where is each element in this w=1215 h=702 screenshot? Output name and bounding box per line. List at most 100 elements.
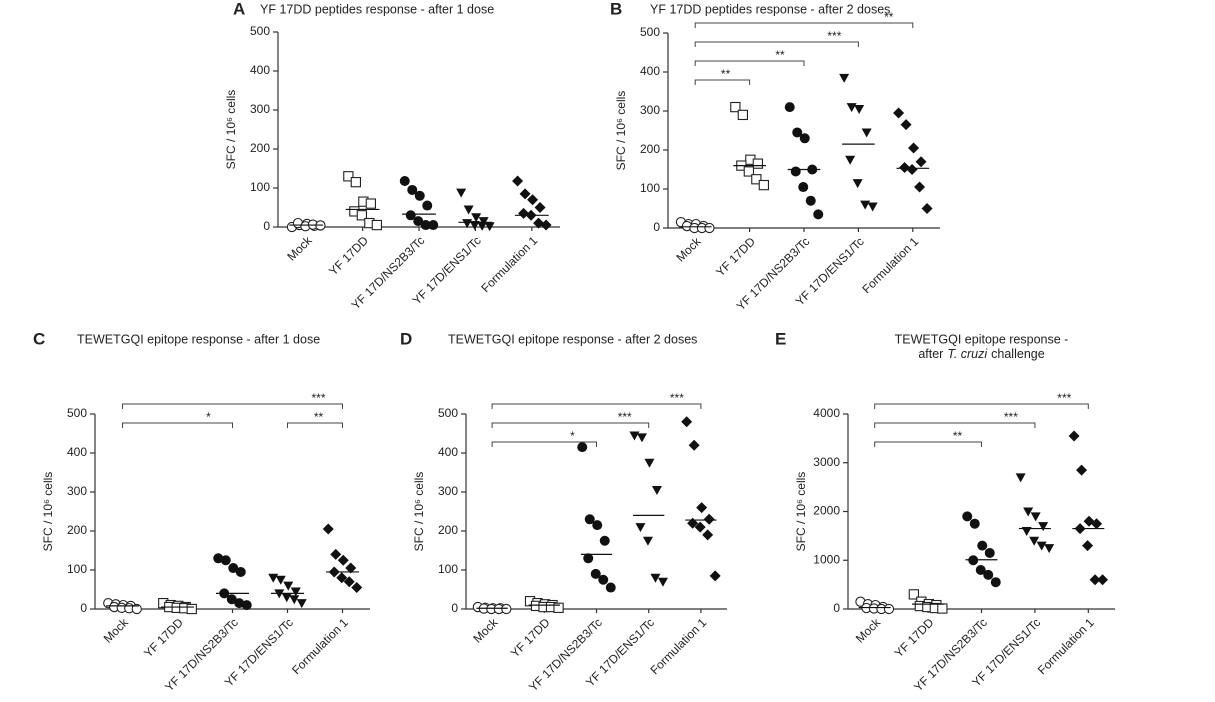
- significance-bracket: [694, 41, 859, 47]
- y-tick-label: 0: [263, 219, 270, 233]
- dot: [845, 155, 856, 165]
- dot: [371, 219, 382, 231]
- dot: [854, 105, 865, 115]
- significance-label: **: [953, 429, 963, 443]
- dot: [131, 603, 142, 615]
- y-tick-label: 3000: [813, 455, 840, 469]
- dot: [969, 518, 980, 529]
- significance-bracket: [122, 422, 233, 428]
- panel: E TEWETGQI epitope response -after T. cruz…: [775, 329, 1115, 694]
- y-tick-label: 4000: [813, 406, 840, 420]
- dot: [289, 595, 300, 605]
- dot: [428, 220, 439, 231]
- dot: [456, 188, 467, 198]
- dot: [635, 523, 646, 533]
- dot: [577, 442, 588, 453]
- dot: [730, 101, 741, 113]
- y-tick-label: 500: [67, 406, 87, 420]
- dot: [268, 573, 279, 583]
- significance-bracket: [874, 422, 1036, 428]
- dot: [477, 221, 488, 231]
- dot: [644, 458, 655, 468]
- x-tick-label: YF 17DD: [141, 615, 186, 660]
- dot: [540, 219, 552, 231]
- dot: [1036, 541, 1047, 551]
- y-axis-label: SFC / 10⁶ cells: [41, 472, 55, 552]
- dot: [799, 133, 810, 144]
- y-tick-label: 0: [653, 220, 660, 234]
- significance-label: ***: [1057, 391, 1071, 405]
- dot: [758, 179, 769, 191]
- dot: [345, 562, 357, 574]
- y-tick-label: 200: [640, 142, 660, 156]
- dot: [336, 572, 348, 584]
- dot: [322, 523, 334, 535]
- significance-label: **: [775, 48, 785, 62]
- dot: [751, 174, 762, 185]
- dot: [709, 570, 721, 582]
- dot: [688, 439, 700, 451]
- dot: [584, 514, 595, 525]
- dot: [533, 217, 545, 229]
- dot: [226, 594, 237, 605]
- dot: [512, 175, 524, 187]
- y-tick-label: 1000: [813, 552, 840, 566]
- dot: [501, 603, 512, 615]
- chart-title: YF 17DD peptides response - after 2 dose…: [650, 2, 890, 16]
- dot: [365, 198, 376, 209]
- dot: [1044, 544, 1055, 554]
- x-tick-label: Formulation 1: [1035, 615, 1097, 677]
- dot: [463, 205, 474, 215]
- dot: [977, 540, 988, 551]
- x-tick-label: Formulation 1: [859, 234, 921, 296]
- y-tick-label: 100: [250, 180, 270, 194]
- x-tick-label: Mock: [470, 615, 501, 646]
- y-tick-label: 0: [80, 601, 87, 615]
- dot: [241, 600, 252, 611]
- x-tick-label: Mock: [284, 233, 315, 264]
- dot: [290, 587, 301, 597]
- significance-bracket: [491, 422, 650, 428]
- dot: [651, 486, 662, 496]
- dot: [228, 563, 239, 574]
- dot: [405, 210, 416, 221]
- dot: [899, 162, 911, 174]
- dot: [650, 573, 661, 583]
- subtitle-part: after: [918, 347, 943, 361]
- dot: [908, 142, 920, 154]
- dot: [1089, 574, 1101, 586]
- dot: [694, 521, 706, 533]
- dot: [605, 582, 616, 593]
- y-tick-label: 0: [833, 601, 840, 615]
- dot: [629, 431, 640, 441]
- y-tick-label: 300: [67, 484, 87, 498]
- y-axis-label: SFC / 10⁶ cells: [224, 90, 238, 170]
- dot: [937, 603, 948, 614]
- dot: [990, 577, 1001, 588]
- dot: [908, 589, 919, 600]
- dot: [296, 599, 307, 609]
- dot: [784, 102, 795, 113]
- dot: [893, 107, 905, 119]
- dot: [1068, 430, 1080, 442]
- dot: [792, 127, 803, 138]
- dot: [420, 220, 431, 231]
- dot: [1023, 507, 1034, 517]
- dot: [642, 536, 653, 546]
- significance-bracket: [122, 403, 343, 409]
- dot: [900, 119, 912, 131]
- dot: [861, 128, 872, 138]
- dot: [234, 598, 245, 609]
- dot: [1021, 527, 1032, 536]
- dot: [921, 203, 933, 214]
- y-tick-label: 200: [67, 523, 87, 537]
- panel: B YF 17DD peptides response - after 2 dos…: [610, 0, 940, 313]
- dot: [356, 210, 367, 221]
- dot: [752, 158, 763, 169]
- significance-label: ***: [618, 410, 632, 424]
- x-tick-label: Mock: [853, 615, 884, 646]
- dot: [414, 190, 425, 201]
- dot: [704, 222, 715, 234]
- dot: [592, 520, 603, 531]
- dot: [283, 581, 294, 591]
